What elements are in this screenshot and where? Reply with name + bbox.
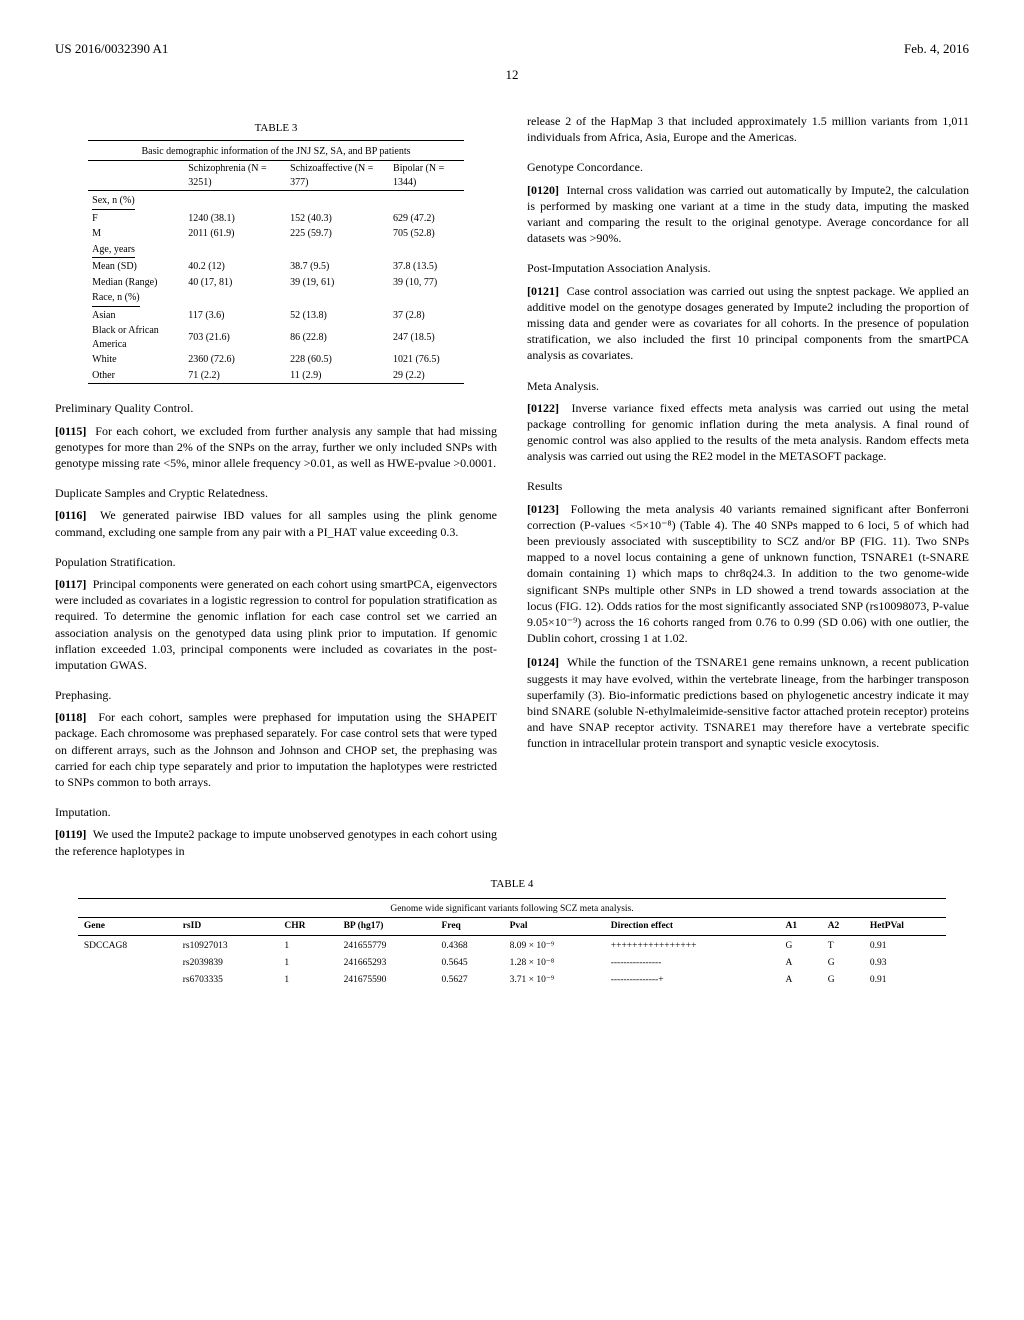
table4-row: SDCCAG8 rs10927013 1 241655779 0.4368 8.… xyxy=(78,938,946,955)
t3-col1: Schizophrenia (N = 3251) xyxy=(184,161,286,191)
publication-date: Feb. 4, 2016 xyxy=(904,40,969,58)
table3-caption: Basic demographic information of the JNJ… xyxy=(141,146,410,157)
t3-col3: Bipolar (N = 1344) xyxy=(389,161,464,191)
left-column: TABLE 3 Basic demographic information of… xyxy=(55,113,497,867)
table4: Genome wide significant variants followi… xyxy=(78,898,946,989)
row-black: Black or African America xyxy=(88,323,184,352)
prelim-qc-head: Preliminary Quality Control. xyxy=(55,400,497,416)
para-0120: [0120] Internal cross validation was car… xyxy=(527,182,969,247)
t3-col2: Schizoaffective (N = 377) xyxy=(286,161,389,191)
row-mean: Mean (SD) xyxy=(88,259,184,275)
table3-title: TABLE 3 xyxy=(55,121,497,136)
para-0123: [0123] Following the meta analysis 40 va… xyxy=(527,501,969,647)
table4-title: TABLE 4 xyxy=(55,877,969,892)
row-median: Median (Range) xyxy=(88,275,184,291)
sex-label: Sex, n (%) xyxy=(92,194,135,210)
post-imp-head: Post-Imputation Association Analysis. xyxy=(527,260,969,276)
row-m: M xyxy=(88,226,184,242)
table3: Basic demographic information of the JNJ… xyxy=(88,140,464,387)
para-0124: [0124] While the function of the TSNARE1… xyxy=(527,654,969,751)
para-0115: [0115] For each cohort, we excluded from… xyxy=(55,423,497,472)
table4-header-row: Gene rsID CHR BP (hg17) Freq Pval Direct… xyxy=(78,918,946,936)
para-0121: [0121] Case control association was carr… xyxy=(527,283,969,364)
meta-head: Meta Analysis. xyxy=(527,378,969,394)
row-other: Other xyxy=(88,368,184,384)
table4-wrap: TABLE 4 Genome wide significant variants… xyxy=(55,877,969,989)
para-0116: [0116] We generated pairwise IBD values … xyxy=(55,507,497,539)
right-column: release 2 of the HapMap 3 that included … xyxy=(527,113,969,867)
age-label: Age, years xyxy=(92,243,135,259)
para-0122: [0122] Inverse variance fixed effects me… xyxy=(527,400,969,465)
table4-caption: Genome wide significant variants followi… xyxy=(390,904,633,914)
para-0119: [0119] We used the Impute2 package to im… xyxy=(55,826,497,858)
table4-row: rs2039839 1 241665293 0.5645 1.28 × 10⁻⁸… xyxy=(78,955,946,972)
pop-strat-head: Population Stratification. xyxy=(55,554,497,570)
table4-row: rs6703335 1 241675590 0.5627 3.71 × 10⁻⁹… xyxy=(78,972,946,989)
para-cont: release 2 of the HapMap 3 that included … xyxy=(527,113,969,145)
imputation-head: Imputation. xyxy=(55,804,497,820)
patent-number: US 2016/0032390 A1 xyxy=(55,40,168,58)
page-header: US 2016/0032390 A1 Feb. 4, 2016 xyxy=(55,40,969,58)
results-head: Results xyxy=(527,478,969,494)
prephasing-head: Prephasing. xyxy=(55,687,497,703)
row-f: F xyxy=(88,211,184,227)
race-label: Race, n (%) xyxy=(92,291,139,307)
genotype-conc-head: Genotype Concordance. xyxy=(527,159,969,175)
row-white: White xyxy=(88,352,184,368)
para-0118: [0118] For each cohort, samples were pre… xyxy=(55,709,497,790)
para-0117: [0117] Principal components were generat… xyxy=(55,576,497,673)
page-number: 12 xyxy=(55,66,969,84)
row-asian: Asian xyxy=(88,308,184,324)
dup-head: Duplicate Samples and Cryptic Relatednes… xyxy=(55,485,497,501)
